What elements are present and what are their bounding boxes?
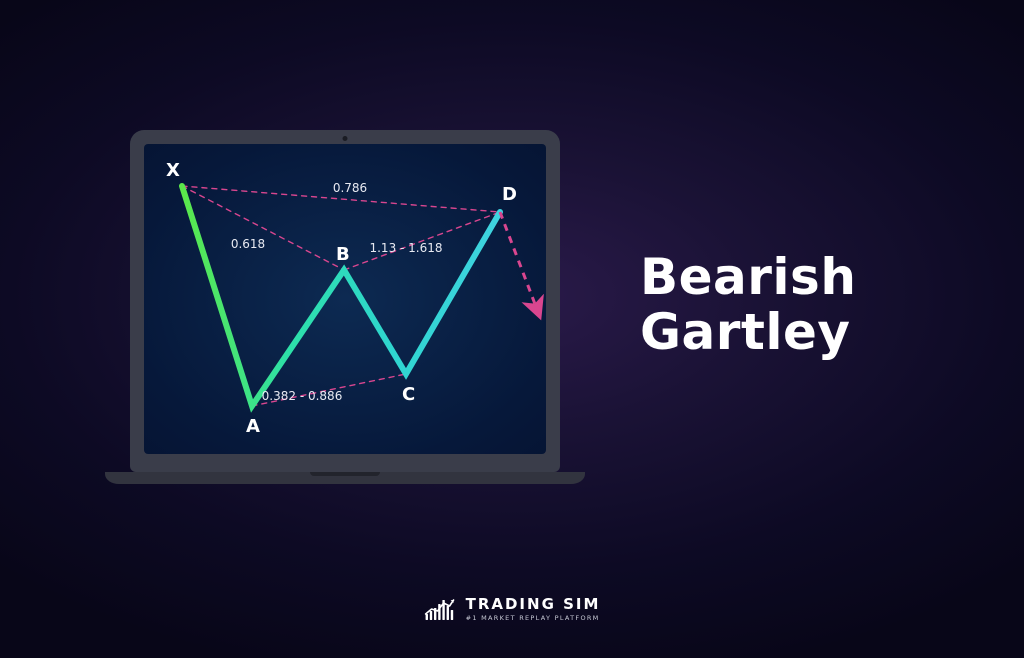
svg-text:0.786: 0.786 — [333, 181, 367, 195]
svg-text:D: D — [502, 184, 517, 205]
headline-line1: Bearish — [640, 250, 856, 305]
svg-text:1.13 - 1.618: 1.13 - 1.618 — [369, 241, 442, 255]
svg-text:0.618: 0.618 — [231, 237, 265, 251]
brand-tagline: #1 MARKET REPLAY PLATFORM — [466, 614, 601, 622]
gartley-chart: X A B C D 0.786 0.618 1.13 - 1.618 0.382 - 0.886 — [144, 144, 546, 454]
svg-text:A: A — [246, 416, 260, 437]
brand-name: TRADING SIM — [466, 595, 601, 613]
svg-text:B: B — [336, 244, 350, 265]
brand-text: TRADING SIM #1 MARKET REPLAY PLATFORM — [466, 595, 601, 622]
brand: TRADING SIM #1 MARKET REPLAY PLATFORM — [424, 595, 601, 622]
laptop-screen: X A B C D 0.786 0.618 1.13 - 1.618 0.382 - 0.886 — [144, 144, 546, 454]
camera-dot — [343, 136, 348, 141]
laptop-base — [105, 472, 585, 484]
brand-logo-icon — [424, 596, 456, 622]
svg-text:C: C — [402, 384, 415, 405]
headline: Bearish Gartley — [640, 250, 856, 360]
headline-line2: Gartley — [640, 305, 856, 360]
svg-text:0.382 - 0.886: 0.382 - 0.886 — [262, 389, 343, 403]
laptop-frame: X A B C D 0.786 0.618 1.13 - 1.618 0.382 - 0.886 — [130, 130, 560, 472]
svg-text:X: X — [166, 160, 180, 181]
laptop-illustration: X A B C D 0.786 0.618 1.13 - 1.618 0.382 - 0.886 — [130, 130, 560, 484]
